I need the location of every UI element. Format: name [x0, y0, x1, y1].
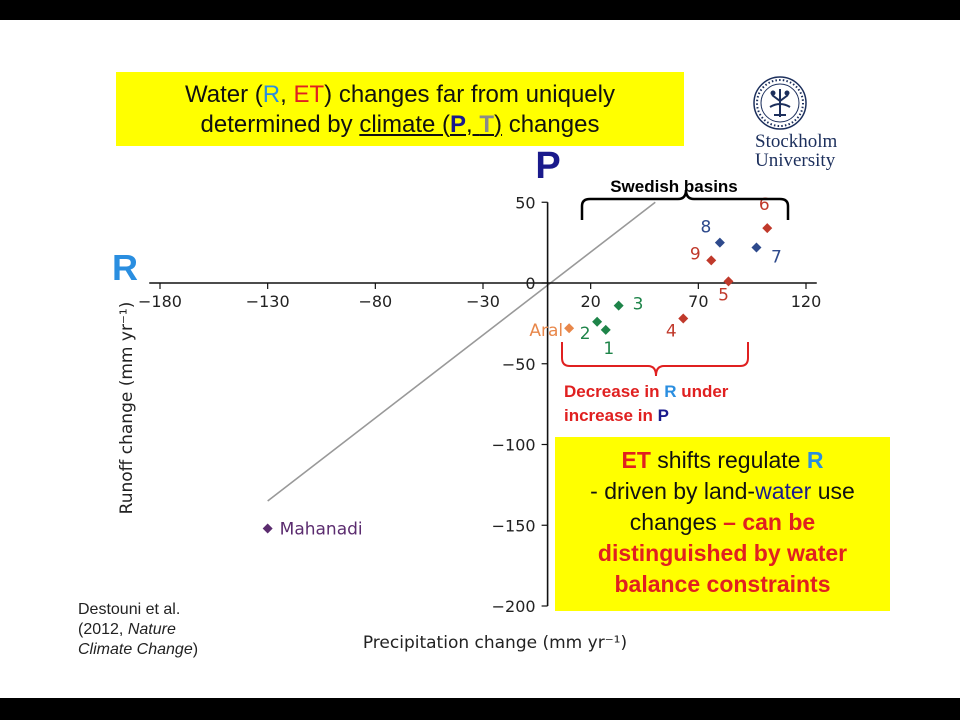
- y-tick-label: 50: [515, 193, 535, 212]
- swedish-basins-brace: [580, 189, 790, 220]
- data-point-6: [762, 223, 773, 234]
- data-point-5: [723, 276, 734, 287]
- x-tick-label: 20: [580, 292, 600, 311]
- x-tick-label: −180: [138, 292, 182, 311]
- data-point-1: [600, 324, 611, 335]
- title-line2: determined by climate (P, T) changes: [200, 111, 600, 138]
- reference-citation: Destouni et al. (2012, Nature Climate Ch…: [78, 601, 199, 658]
- point-label: 3: [633, 295, 644, 315]
- scatter-chart: −180 −130 −80 −30 20 70 120 50 0 −50 −100 −150 −200…: [112, 76, 822, 653]
- decrease-brace: [561, 342, 749, 377]
- decrease-label-line2: increase in P: [564, 406, 669, 425]
- et-explanation-box: ET shifts regulate R - driven by land-wa…: [555, 437, 890, 611]
- x-axis-label: Precipitation change (mm yr⁻¹): [363, 633, 627, 653]
- university-name: Stockholm University: [755, 131, 838, 171]
- point-label: 8: [700, 218, 711, 238]
- point-label: 7: [771, 247, 782, 267]
- data-point-8: [714, 237, 725, 248]
- x-tick-label: −130: [246, 292, 290, 311]
- y-axis-label: Runoff change (mm yr⁻¹): [117, 302, 137, 515]
- x-tick-label: 70: [688, 292, 708, 311]
- data-point-7: [751, 242, 762, 253]
- one-to-one-line: [267, 201, 656, 502]
- point-label: 5: [718, 285, 729, 305]
- y-tick-label: −100: [492, 436, 536, 455]
- y-tick-label: −150: [492, 516, 536, 535]
- point-label: 4: [666, 322, 677, 342]
- decrease-label-line1: Decrease in R under: [564, 382, 729, 401]
- point-label: Mahanadi: [280, 519, 363, 539]
- x-tick-label: 120: [791, 292, 822, 311]
- point-label: 6: [759, 195, 770, 215]
- data-point-mahanadi: [262, 523, 273, 534]
- data-point-3: [613, 300, 624, 311]
- point-label: Aral: [529, 321, 563, 341]
- x-tick-label: −30: [466, 292, 500, 311]
- slide: −180 −130 −80 −30 20 70 120 50 0 −50 −100 −150 −200…: [0, 20, 960, 698]
- y-tick-label: −200: [492, 597, 536, 616]
- data-point-4: [678, 313, 689, 324]
- title-box: Water (R, ET) changes far from uniquely …: [116, 72, 684, 146]
- y-tick-label: 0: [525, 274, 535, 293]
- point-label: 2: [580, 324, 591, 344]
- big-p-label: P: [535, 145, 560, 187]
- x-tick-label: −80: [358, 292, 392, 311]
- big-r-label: R: [112, 247, 138, 288]
- data-point-aral: [564, 323, 575, 334]
- data-point-9: [706, 255, 717, 266]
- swedish-basins-label: Swedish basins: [610, 177, 738, 196]
- title-line1: Water (R, ET) changes far from uniquely: [185, 81, 615, 108]
- data-point-2: [592, 316, 603, 327]
- point-label: 9: [690, 244, 701, 264]
- y-tick-label: −50: [502, 355, 536, 374]
- stockholm-university-seal-icon: [753, 76, 807, 130]
- point-label: 1: [603, 339, 614, 359]
